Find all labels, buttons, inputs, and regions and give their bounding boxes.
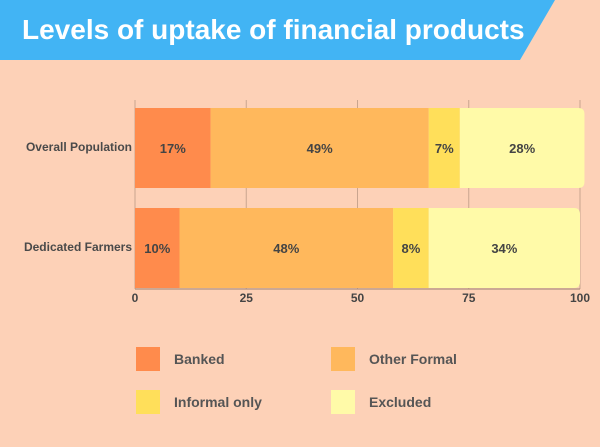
x-tick-label: 50 bbox=[351, 291, 365, 305]
bar-segment bbox=[179, 208, 394, 288]
bar-group: 17% 49% 7% 28% bbox=[135, 108, 585, 188]
x-tick-label: 25 bbox=[240, 291, 254, 305]
category-label: Dedicated Farmers bbox=[23, 240, 132, 254]
data-label: 48% bbox=[273, 241, 299, 256]
bar-segment bbox=[393, 208, 429, 288]
bar-group: 10% 48% 8% 34% bbox=[135, 208, 580, 288]
data-label: 49% bbox=[307, 141, 333, 156]
bar-segment bbox=[135, 208, 180, 288]
title-banner bbox=[0, 0, 555, 60]
data-label: 7% bbox=[435, 141, 454, 156]
data-label: 8% bbox=[402, 241, 421, 256]
data-label: 17% bbox=[160, 141, 186, 156]
chart-title: Levels of uptake of financial products bbox=[22, 14, 525, 45]
bar-segment bbox=[428, 208, 580, 288]
data-label: 28% bbox=[509, 141, 535, 156]
category-label: Overall Population bbox=[25, 140, 132, 154]
x-tick-label: 0 bbox=[132, 291, 139, 305]
data-label: 34% bbox=[491, 241, 517, 256]
bar-segment bbox=[459, 108, 585, 188]
bar-segment bbox=[210, 108, 429, 188]
x-tick-label: 75 bbox=[462, 291, 476, 305]
x-tick-label: 100 bbox=[570, 291, 590, 305]
bar-segment bbox=[428, 108, 460, 188]
data-label: 10% bbox=[144, 241, 170, 256]
bar-segment bbox=[135, 108, 211, 188]
